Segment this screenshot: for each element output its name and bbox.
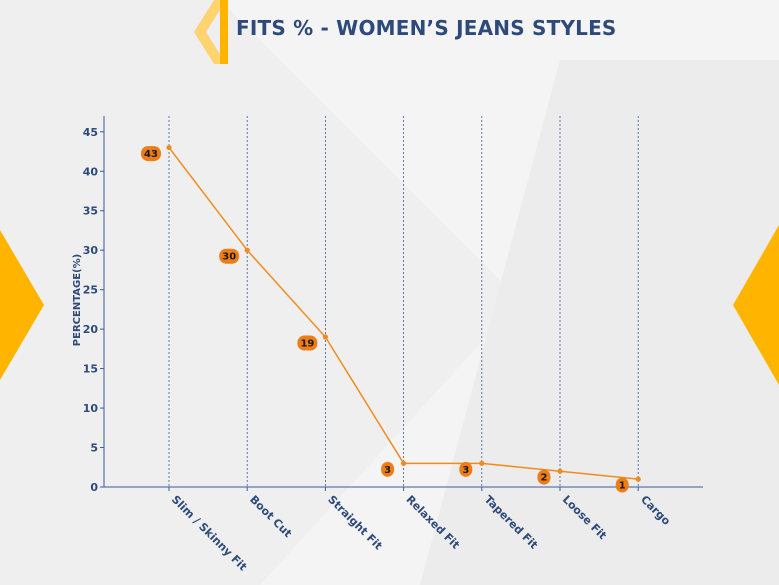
header: FITS % - WOMEN’S JEANS STYLES [196, 0, 616, 64]
data-label: 19 [300, 339, 314, 350]
data-point [166, 144, 172, 151]
y-tick-label: 45 [83, 126, 98, 139]
data-point [557, 468, 563, 474]
header-chevron-icon [194, 0, 226, 64]
data-label-bg [219, 248, 240, 264]
data-label-bg [381, 461, 395, 477]
left-accent-chevron [0, 230, 44, 380]
x-tick-label: Relaxed Fit [403, 493, 462, 552]
data-point [479, 460, 485, 466]
data-label: 30 [222, 252, 236, 263]
right-accent-chevron [733, 225, 779, 385]
y-tick-label: 15 [83, 363, 98, 376]
x-tick-label: Loose Fit [560, 493, 609, 542]
data-label: 3 [462, 465, 469, 476]
data-point [322, 334, 328, 340]
data-label: 1 [619, 481, 626, 492]
data-point [635, 476, 641, 482]
data-label: 2 [541, 473, 548, 484]
y-tick-label: 30 [83, 244, 99, 257]
data-label-bg [537, 469, 551, 485]
y-tick-label: 0 [90, 481, 98, 494]
header-accent-bar [220, 0, 228, 64]
data-point [244, 247, 250, 253]
x-tick-label: Straight Fit [325, 493, 384, 552]
data-label: 43 [144, 149, 158, 160]
y-tick-label: 25 [83, 284, 98, 297]
data-label-bg [141, 146, 161, 162]
x-tick-label: Boot Cut [247, 493, 294, 540]
x-tick-label: Cargo [638, 493, 673, 528]
y-tick-label: 10 [83, 402, 99, 415]
data-point [401, 460, 407, 466]
data-label-bg [615, 477, 629, 493]
y-tick-label: 20 [83, 323, 99, 336]
data-label-bg [297, 335, 318, 351]
y-axis-label: PERCENTAGE(%) [72, 254, 83, 346]
page-title: FITS % - WOMEN’S JEANS STYLES [236, 16, 617, 40]
y-tick-label: 35 [83, 205, 98, 218]
y-tick-label: 40 [83, 165, 99, 178]
x-tick-label: Slim / Skinny Fit [169, 493, 249, 573]
y-tick-label: 5 [90, 442, 98, 455]
data-label-bg [459, 461, 473, 477]
x-tick-label: Tapered Fit [482, 493, 541, 552]
data-label: 3 [384, 465, 391, 476]
